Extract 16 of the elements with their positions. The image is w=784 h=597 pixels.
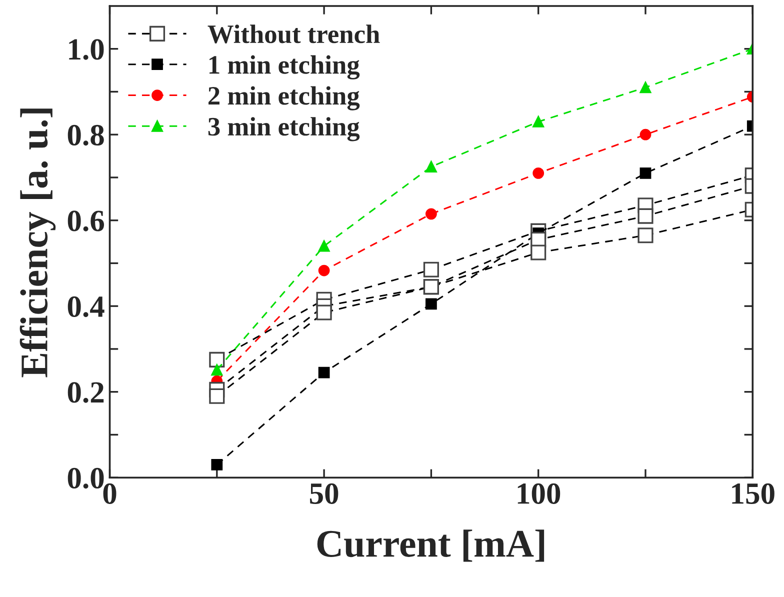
legend-label: 2 min etching bbox=[208, 86, 360, 110]
y-tick-label: 0.6 bbox=[68, 210, 104, 232]
y-axis-title: Efficiency [a. u.] bbox=[20, 108, 56, 378]
legend-label: 3 min etching bbox=[208, 117, 360, 142]
x-tick-label: 150 bbox=[732, 483, 774, 504]
y-tick-label: 0.8 bbox=[68, 124, 104, 146]
x-tick-label: 50 bbox=[310, 483, 338, 504]
x-axis-title: Current [mA] bbox=[317, 530, 544, 562]
text: 0.0 bbox=[68, 468, 104, 489]
x-tick-label: 0 bbox=[103, 483, 116, 504]
y-tick-label: 0.2 bbox=[68, 382, 104, 403]
x-tick-label: 100 bbox=[518, 483, 560, 504]
text: 1.0 bbox=[69, 39, 104, 60]
legend-label: Without trench bbox=[208, 24, 380, 44]
legend-label: 1 min etching bbox=[210, 55, 360, 80]
y-tick-label: 0.4 bbox=[68, 296, 104, 318]
